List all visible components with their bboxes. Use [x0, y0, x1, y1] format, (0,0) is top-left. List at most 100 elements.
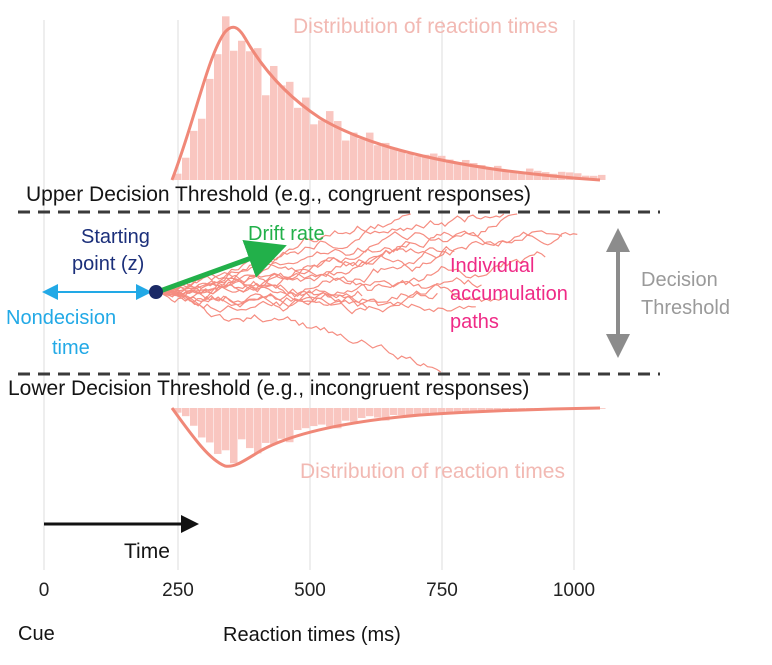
histogram-bar-top [350, 132, 358, 180]
histogram-bar-bottom [422, 408, 430, 414]
histogram-bottom [174, 408, 606, 464]
histogram-bar-top [358, 138, 366, 180]
accumulation-path [159, 271, 368, 308]
histogram-bar-bottom [278, 408, 286, 439]
histogram-bar-bottom [286, 408, 294, 443]
histogram-bar-top [334, 121, 342, 180]
histogram-bar-bottom [478, 408, 486, 412]
histogram-top [174, 16, 606, 181]
starting-point-label-line2: point (z) [72, 253, 144, 275]
histogram-bar-bottom [230, 408, 238, 464]
histogram-bar-top [462, 159, 470, 180]
histogram-bar-top [478, 165, 486, 180]
cue-label: Cue [18, 623, 55, 645]
accumulation-path [159, 251, 546, 313]
histogram-bar-top [574, 173, 582, 180]
histogram-bar-top [438, 155, 446, 180]
accumulation-path [159, 280, 476, 313]
starting-point-label-line1: Starting [81, 226, 150, 248]
x-tick-1000: 1000 [553, 580, 595, 601]
histogram-bar-bottom [470, 408, 478, 412]
paths-label-line1: Individual [450, 255, 535, 277]
accumulation-path [159, 272, 508, 303]
starting-point-dot [149, 285, 163, 299]
histogram-bar-bottom [374, 408, 382, 418]
histogram-bar-top [414, 156, 422, 180]
density-curve-bottom [170, 406, 601, 468]
threshold-label-line2: Threshold [641, 297, 730, 319]
accumulation-path [159, 230, 563, 298]
upper-threshold-label: Upper Decision Threshold (e.g., congruen… [26, 183, 531, 206]
histogram-bar-top [366, 132, 374, 180]
histogram-bar-bottom [270, 408, 278, 444]
histogram-bar-bottom [222, 408, 230, 451]
accumulation-path [159, 291, 438, 312]
histogram-bar-top [318, 120, 326, 180]
paths-label-line2: accumulation [450, 283, 568, 305]
histogram-bar-top [294, 107, 302, 180]
accumulation-path [159, 213, 505, 295]
histogram-bar-bottom [462, 408, 470, 412]
histogram-bar-bottom [190, 408, 198, 426]
histogram-bar-bottom [486, 408, 494, 412]
histogram-bar-top [198, 118, 206, 180]
histogram-bar-top [398, 151, 406, 180]
histogram-bar-top [190, 130, 198, 180]
x-tick-0: 0 [39, 580, 50, 601]
nondecision-time-label-line1: Nondecision [6, 307, 116, 329]
histogram-bar-bottom [294, 408, 302, 431]
histogram-bar-top [238, 40, 246, 180]
histogram-bar-top [286, 81, 294, 180]
histogram-bar-bottom [366, 408, 374, 417]
histogram-bar-top [222, 16, 230, 181]
histogram-bar-top [374, 145, 382, 180]
histogram-bar-top [510, 171, 518, 180]
histogram-bar-top [486, 167, 494, 180]
histogram-bar-top [230, 50, 238, 180]
histogram-bar-top [494, 165, 502, 180]
histogram-bar-bottom [174, 408, 182, 413]
histogram-bar-top [326, 111, 334, 180]
histogram-bar-bottom [454, 408, 462, 414]
histogram-bar-top [278, 85, 286, 180]
accumulation-path [159, 248, 447, 303]
histogram-bar-top [454, 162, 462, 180]
histogram-bar-top [518, 171, 526, 180]
histogram-bar-top [446, 159, 454, 180]
histogram-bar-bottom [398, 408, 406, 416]
histogram-bar-top [598, 174, 606, 180]
x-tick-250: 250 [162, 580, 194, 601]
drift-rate-label: Drift rate [248, 223, 325, 245]
histogram-bar-top [182, 157, 190, 180]
histogram-bar-top [502, 170, 510, 180]
histogram-bar-bottom [214, 408, 222, 454]
histogram-bar-bottom [382, 408, 390, 421]
histogram-bar-top [422, 154, 430, 180]
accumulation-path [159, 288, 442, 373]
histogram-bar-top [310, 124, 318, 180]
histogram-bar-bottom [438, 408, 446, 414]
rt-distribution-label-bottom: Distribution of reaction times [300, 460, 565, 483]
histogram-bar-bottom [430, 408, 438, 414]
histogram-bar-bottom [302, 408, 310, 429]
histogram-bar-top [270, 65, 278, 180]
histogram-bar-top [382, 142, 390, 180]
lower-threshold-label: Lower Decision Threshold (e.g., incongru… [8, 377, 529, 400]
x-tick-500: 500 [294, 580, 326, 601]
histogram-bar-bottom [446, 408, 454, 414]
histogram-bar-top [214, 54, 222, 180]
time-label: Time [124, 540, 170, 563]
histogram-bar-top [590, 175, 598, 180]
density-curve-top [170, 25, 601, 182]
histogram-bar-top [430, 153, 438, 180]
histogram-bar-bottom [358, 408, 366, 419]
histogram-bar-bottom [182, 408, 190, 417]
x-axis-title: Reaction times (ms) [223, 624, 401, 646]
histogram-bar-bottom [318, 408, 326, 425]
histogram-bar-bottom [326, 408, 334, 427]
x-tick-750: 750 [426, 580, 458, 601]
histogram-bar-top [254, 48, 262, 180]
histogram-bar-top [406, 154, 414, 180]
threshold-label-line1: Decision [641, 269, 718, 291]
